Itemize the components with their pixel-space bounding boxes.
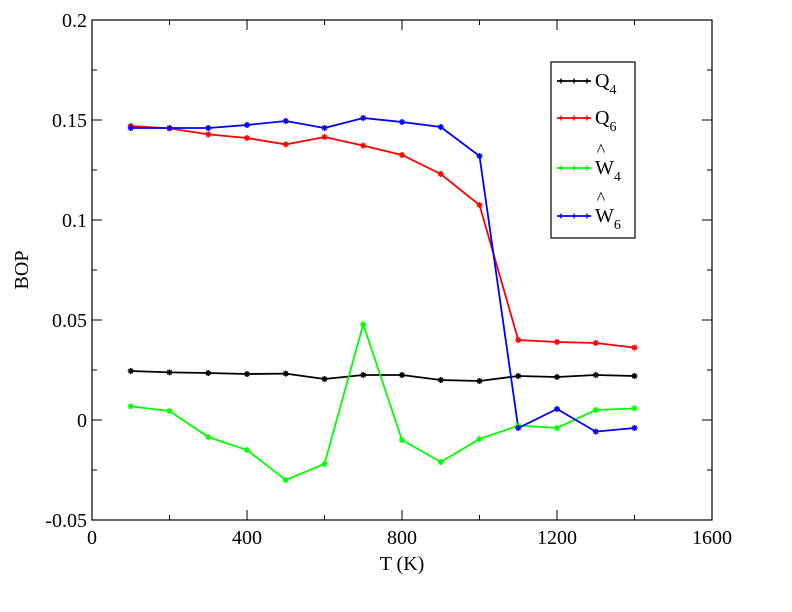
y-tick-label: 0.15 — [52, 110, 87, 132]
y-tick-label: 0.1 — [62, 210, 87, 232]
data-point-q4 — [476, 378, 483, 384]
data-point-q4 — [127, 368, 134, 374]
y-tick-label: -0.05 — [45, 510, 87, 532]
data-point-w6 — [631, 425, 638, 431]
data-point-w6 — [515, 425, 522, 431]
data-point-q4 — [166, 369, 173, 376]
x-tick-label: 1200 — [537, 527, 577, 549]
data-point-q4 — [360, 372, 367, 378]
data-point-w6 — [476, 153, 483, 159]
data-point-w4 — [476, 436, 483, 442]
y-tick-label: 0 — [77, 410, 87, 432]
y-axis-ticks: -0.05 0 0.05 0.1 0.15 0.2 — [45, 10, 712, 532]
data-point-q4 — [554, 374, 560, 380]
data-point-q6 — [515, 337, 522, 343]
x-tick-label: 1600 — [692, 527, 732, 549]
data-point-q4 — [631, 373, 638, 379]
data-point-w6 — [244, 122, 250, 128]
data-point-w4 — [282, 477, 289, 483]
data-point-q4 — [321, 376, 328, 382]
data-point-w4 — [321, 461, 328, 467]
data-point-w4 — [631, 405, 638, 412]
data-point-w4 — [554, 425, 560, 431]
data-point-q4 — [282, 370, 289, 377]
data-point-q6 — [205, 131, 212, 138]
data-point-w6 — [166, 125, 173, 131]
data-point-q4 — [399, 372, 405, 378]
data-point-w6 — [592, 428, 599, 435]
data-point-w4 — [244, 447, 250, 453]
x-tick-label: 800 — [387, 527, 417, 549]
data-point-q4 — [515, 373, 522, 379]
y-tick-label: 0.05 — [52, 310, 87, 332]
data-point-q6 — [360, 142, 367, 149]
data-point-q4 — [592, 372, 599, 378]
data-point-q6 — [282, 141, 289, 148]
data-point-w4 — [399, 437, 405, 443]
plot-lines — [130, 117, 635, 482]
data-point-w4 — [360, 321, 367, 328]
data-point-w4 — [166, 408, 173, 414]
x-tick-label: 0 — [87, 527, 97, 549]
data-point-q4 — [437, 377, 444, 383]
data-point-q6 — [476, 202, 483, 208]
data-point-q6 — [321, 134, 328, 140]
data-point-w6 — [554, 406, 560, 412]
x-axis-label: T (K) — [380, 553, 425, 575]
data-point-w6 — [127, 125, 134, 131]
data-point-w4 — [592, 407, 599, 413]
data-point-q4 — [205, 370, 212, 376]
data-point-q6 — [244, 135, 250, 141]
data-point-w6 — [399, 119, 405, 125]
data-point-w6 — [321, 125, 328, 131]
series-line-q4 — [130, 370, 635, 382]
data-point-q6 — [437, 171, 444, 177]
plot-points — [127, 115, 638, 483]
data-point-w6 — [360, 115, 367, 121]
legend-hat-accent: ^ — [597, 188, 606, 208]
y-tick-label: 0.2 — [62, 10, 87, 32]
series-line-w4 — [130, 321, 635, 482]
series-line-q6 — [130, 125, 635, 349]
data-point-w4 — [437, 459, 444, 465]
legend-hat-accent: ^ — [597, 140, 606, 160]
y-axis-label: BOP — [11, 251, 33, 290]
data-point-q6 — [554, 339, 560, 345]
data-point-w6 — [437, 124, 444, 130]
data-point-q6 — [631, 344, 638, 351]
data-point-w6 — [282, 118, 289, 124]
x-axis-ticks: 0 400 800 1200 1600 — [87, 20, 732, 549]
data-point-q6 — [592, 340, 599, 346]
series-line-w6 — [130, 117, 635, 433]
x-tick-label: 400 — [232, 527, 262, 549]
data-point-q4 — [244, 371, 250, 377]
data-point-q6 — [399, 152, 405, 158]
data-point-w4 — [205, 434, 212, 440]
legend-box — [550, 61, 636, 239]
data-point-w4 — [127, 403, 134, 410]
data-point-w6 — [205, 125, 212, 131]
